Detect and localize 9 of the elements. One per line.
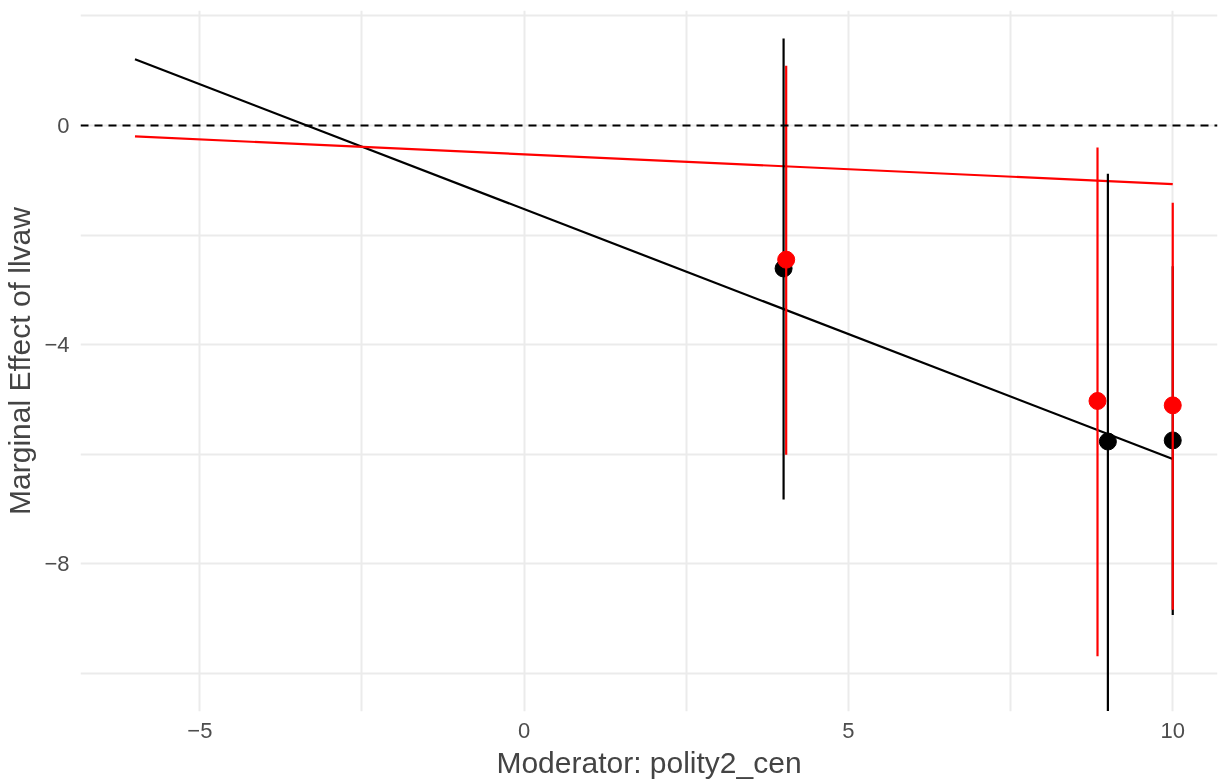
y-tick-label: 0	[57, 113, 70, 139]
x-tick-label: 0	[518, 717, 531, 743]
y-axis-title: Marginal Effect of llvaw	[3, 206, 37, 515]
x-axis-title: Moderator: polity2_cen	[496, 745, 802, 779]
y-tick-label: −8	[44, 551, 70, 577]
x-tick-label: 10	[1160, 717, 1185, 743]
x-tick-label: −5	[187, 717, 213, 743]
y-tick-label: −4	[44, 332, 70, 358]
x-tick-label: 5	[842, 717, 855, 743]
